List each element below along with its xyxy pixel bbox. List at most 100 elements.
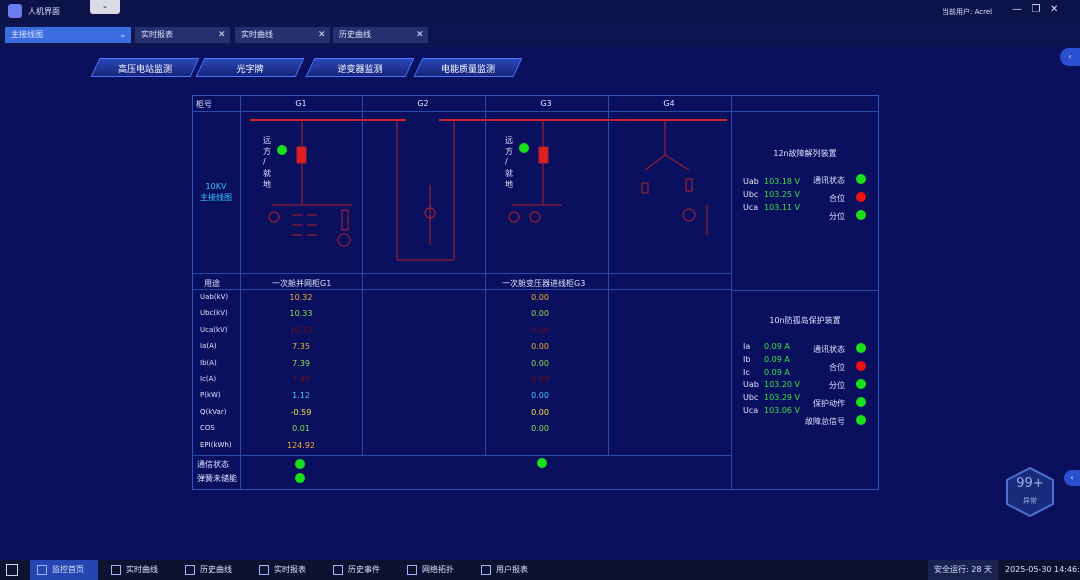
start-icon[interactable] (6, 564, 18, 576)
reading-label: Ubc (743, 393, 759, 403)
row-line (192, 289, 731, 290)
reading-label: Ubc (743, 190, 759, 199)
remote-local-label: 远 (263, 136, 271, 145)
row-label: Ic(A) (200, 375, 217, 383)
taskbar-label[interactable]: 网络拓扑 (422, 565, 454, 574)
status-label: 弹簧未储能 (197, 474, 237, 483)
status-dot (295, 459, 305, 469)
taskbar-label[interactable]: 实时曲线 (126, 565, 158, 574)
state-dot (856, 379, 866, 389)
reading-label: Uab (743, 177, 759, 186)
remote-status (519, 143, 529, 153)
state-label: 合位 (829, 363, 845, 372)
diagram-label: 10KV (205, 182, 227, 191)
row-label: Uab(kV) (200, 293, 229, 301)
g1-value: 7.39 (292, 358, 310, 368)
tab-close[interactable]: ✕ (318, 30, 326, 40)
taskbar-item[interactable] (30, 560, 98, 580)
state-dot (856, 361, 866, 371)
g3-value: 0.00 (531, 293, 549, 302)
tab[interactable]: 实时曲线 (235, 27, 330, 43)
device-title: 10n防孤岛保护装置 (769, 316, 841, 325)
taskbar-label[interactable]: 历史事件 (348, 565, 380, 574)
main-table (192, 95, 879, 490)
row-label: Ubc(kV) (200, 309, 228, 318)
reading-label: Ia (743, 342, 751, 351)
taskbar (0, 560, 1080, 580)
row-line (192, 111, 879, 112)
g3-value: 0.00 (531, 424, 549, 434)
device-title: 12n故障解列装置 (773, 149, 837, 158)
state-label: 合位 (829, 194, 845, 203)
remote-local-label: 地 (505, 180, 513, 189)
row-label: COS (200, 424, 215, 433)
tab[interactable]: 主接线图 (5, 27, 131, 43)
nav-button[interactable]: 高压电站监测 (117, 65, 172, 75)
g1-value: 10.32 (289, 293, 313, 302)
g1-value: 10.33 (289, 309, 313, 319)
row-line (192, 455, 731, 456)
status-dot (537, 458, 547, 468)
taskbar-icon (185, 565, 195, 575)
column-header: G4 (663, 99, 675, 108)
reading-label: Ic (743, 367, 750, 377)
g3-value: 0.00 (531, 342, 549, 352)
usage-label: 用途 (204, 279, 220, 288)
diagram (250, 119, 727, 261)
row-label: Ib(A) (200, 358, 217, 367)
g3-value: 0.00 (531, 407, 549, 417)
alarm-badge[interactable] (1005, 466, 1055, 518)
remote-local-label: 方 (505, 147, 513, 156)
reading-label: Ib (743, 354, 751, 364)
column-line (362, 95, 363, 455)
g1-value: 0.01 (292, 424, 310, 434)
status-label: 通信状态 (197, 460, 229, 469)
column-line (608, 95, 609, 455)
nav-button[interactable]: 逆变器监测 (337, 65, 383, 75)
title-bar (0, 0, 1080, 23)
badge-label: 异常 (1023, 497, 1037, 505)
taskbar-label[interactable]: 用户报表 (496, 565, 528, 574)
tab-close[interactable]: ✕ (416, 30, 424, 40)
remote-local-label: 远 (505, 136, 513, 145)
state-dot (856, 192, 866, 202)
state-label: 保护动作 (813, 399, 845, 408)
badge-count: 99+ (1016, 476, 1044, 491)
tab-dropdown[interactable]: ⌄ (119, 30, 127, 40)
side-toggle[interactable]: ‹ (1060, 48, 1080, 66)
state-dot (856, 397, 866, 407)
column-header: G3 (540, 99, 552, 108)
nav-button[interactable]: 光字牌 (236, 65, 264, 75)
taskbar-label[interactable]: 历史曲线 (200, 565, 232, 574)
g1-value: 7.40 (292, 375, 310, 384)
status-dot (295, 473, 305, 483)
tab[interactable]: 历史曲线 (333, 27, 428, 43)
window-controls[interactable]: — ❐ ✕ (1012, 4, 1059, 15)
app-icon (8, 4, 22, 18)
row-label: Q(kVar) (200, 407, 227, 416)
side-toggle[interactable]: ‹ (1064, 470, 1080, 486)
reading-label: Uab (743, 380, 759, 390)
reading-value: 103.11 V (764, 203, 801, 212)
reading-label: Uca (743, 203, 759, 212)
taskbar-label[interactable]: 监控首页 (52, 565, 84, 574)
tab[interactable]: 实时报表 (135, 27, 230, 43)
reading-value: 103.06 V (764, 406, 801, 415)
tab-close[interactable]: ✕ (218, 30, 226, 40)
column-line (731, 95, 732, 490)
taskbar-label[interactable]: 实时报表 (274, 565, 306, 574)
row-label: EPI(kWh) (200, 440, 232, 449)
g3-value: 0.00 (531, 325, 549, 335)
usage-g1: 一次舱并网柜G1 (272, 279, 332, 288)
dropdown-toggle[interactable]: ⌄ (90, 0, 120, 14)
column-line (240, 95, 241, 490)
remote-local-label: 方 (263, 147, 271, 156)
usage-g3: 一次舱变压器进线柜G3 (502, 279, 586, 288)
remote-local-label: 就 (263, 169, 271, 178)
datetime: 2025-05-30 14:46:28 (1005, 565, 1080, 574)
state-dot (856, 210, 866, 220)
row-line (731, 290, 879, 291)
nav-button[interactable]: 电能质量监测 (440, 65, 495, 75)
g1-value: 1.12 (292, 391, 310, 401)
taskbar-icon (481, 565, 491, 575)
